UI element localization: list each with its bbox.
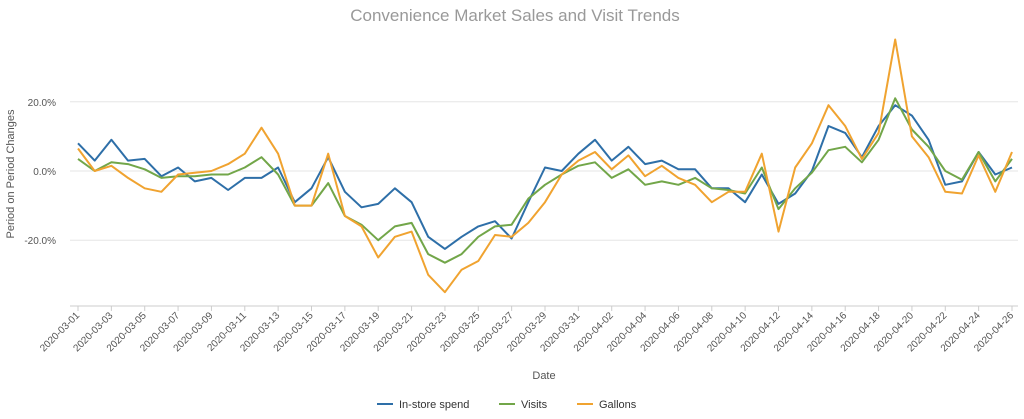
legend-item-gallons[interactable]: Gallons	[577, 399, 637, 411]
series-line-in-store-spend	[77, 104, 1013, 250]
gridlines	[70, 101, 1018, 307]
chart-title: Convenience Market Sales and Visit Trend…	[350, 6, 679, 25]
x-axis-label: Date	[532, 370, 555, 382]
y-tick-label: 20.0%	[28, 98, 56, 109]
series-line-visits	[77, 97, 1013, 264]
legend-item-visits[interactable]: Visits	[499, 399, 548, 411]
legend-label: Gallons	[599, 399, 637, 411]
legend-label: In-store spend	[399, 399, 469, 411]
y-axis-label: Period on Period Changes	[5, 109, 17, 239]
legend[interactable]: In-store spend Visits Gallons	[377, 399, 637, 411]
y-axis-ticks: 20.0% 0.0% -20.0%	[24, 98, 56, 247]
x-axis-ticks: 2020-03-012020-03-032020-03-052020-03-07…	[38, 306, 1016, 354]
y-tick-label: 0.0%	[33, 167, 56, 178]
legend-label: Visits	[521, 399, 548, 411]
legend-item-in-store-spend[interactable]: In-store spend	[377, 399, 469, 411]
series-lines	[77, 38, 1013, 294]
y-tick-label: -20.0%	[24, 236, 56, 247]
series-line-gallons	[77, 38, 1013, 294]
